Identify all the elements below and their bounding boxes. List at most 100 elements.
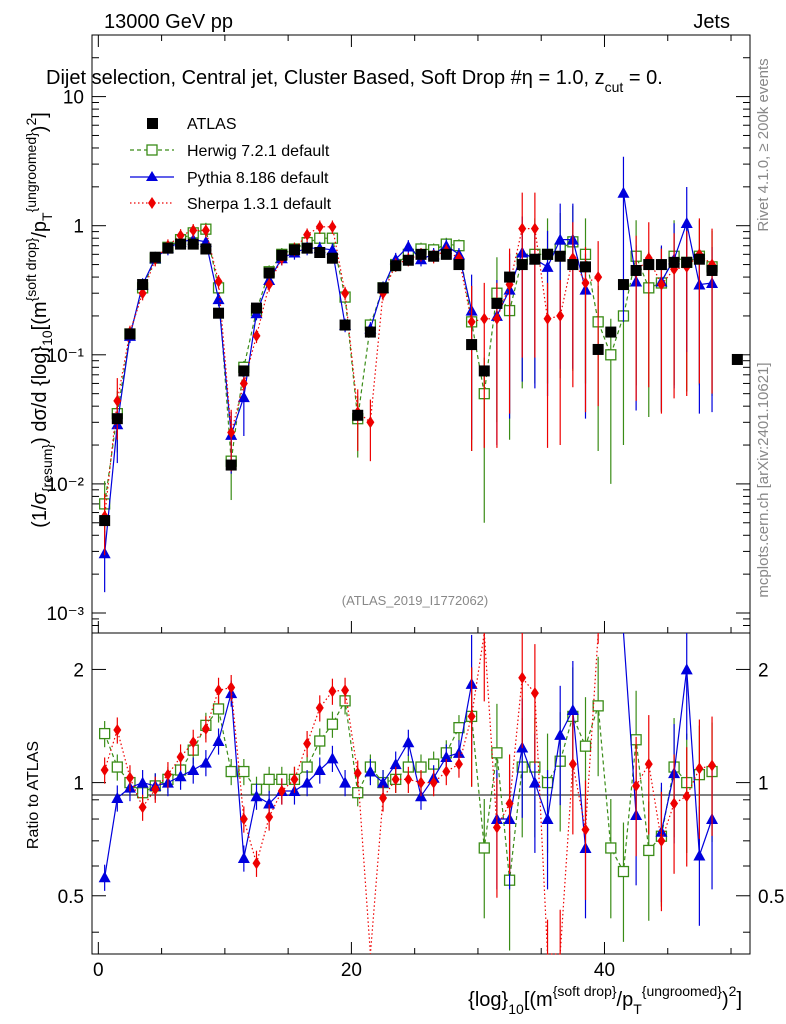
atlas-series: [99, 238, 743, 527]
legend-pythia-marker: [146, 171, 158, 181]
plot-subtitle-sub: cut: [605, 79, 624, 95]
atlas-point: [542, 248, 554, 260]
atlas-point: [504, 271, 516, 283]
sherpa-point: [252, 329, 261, 342]
sherpa-point: [657, 278, 666, 291]
atlas-point: [478, 365, 490, 377]
herwig-ratio-point: [605, 842, 617, 854]
sherpa-ratio-point: [708, 759, 717, 772]
atlas-point: [402, 254, 414, 266]
process-label: Jets: [693, 11, 730, 33]
pythia-ratio-point: [301, 776, 314, 788]
herwig-ratio-point: [643, 844, 655, 857]
atlas-point: [162, 242, 174, 254]
sherpa-ratio-point: [227, 681, 236, 694]
x-tick-label: 20: [341, 960, 362, 981]
sherpa-point: [239, 377, 248, 390]
legend-sherpa-marker: [148, 197, 156, 209]
x-tick-label: 40: [594, 960, 615, 981]
sherpa-ratio-point: [442, 765, 451, 778]
sherpa-ratio-point: [176, 750, 185, 763]
sherpa-point: [315, 220, 324, 233]
pythia-ratio-point: [389, 758, 402, 770]
atlas-point: [440, 248, 452, 260]
atlas-point: [213, 307, 225, 319]
sherpa-point: [594, 271, 603, 284]
herwig-ratio-point: [99, 727, 111, 740]
sherpa-point: [227, 426, 236, 439]
sherpa-ratio-point: [303, 737, 312, 750]
atlas-point: [706, 264, 718, 276]
pythia-ratio-point: [237, 852, 250, 864]
sherpa-point: [176, 229, 185, 242]
atlas-point: [364, 326, 376, 338]
y-tick-label-ratio-right: 1: [758, 774, 769, 795]
sherpa-point: [467, 315, 476, 328]
pythia-ratio-point: [377, 776, 390, 788]
sherpa-ratio-point: [189, 736, 198, 749]
legend-atlas-label: ATLAS: [187, 116, 237, 133]
sherpa-point: [530, 222, 539, 235]
sherpa-point: [581, 276, 590, 289]
sherpa-ratio-point: [252, 857, 261, 870]
sherpa-ratio-point: [138, 801, 147, 814]
pythia-point: [402, 240, 415, 252]
sherpa-ratio-point: [492, 821, 501, 834]
atlas-point: [693, 253, 705, 265]
sherpa-ratio-point: [695, 762, 704, 775]
atlas-point: [605, 326, 617, 338]
pythia-ratio-point: [174, 770, 187, 782]
sherpa-ratio-point: [113, 724, 122, 737]
pythia-ratio-point: [693, 849, 706, 861]
legend: ATLAS Herwig 7.2.1 default Pythia 8.186 …: [130, 116, 332, 213]
atlas-point: [466, 339, 478, 351]
sherpa-point: [265, 278, 274, 291]
pythia-ratio-point: [250, 790, 263, 802]
atlas-point: [276, 249, 288, 261]
sherpa-ratio-point: [682, 790, 691, 803]
herwig-ratio-point: [263, 773, 275, 786]
atlas-point: [580, 261, 591, 273]
pythia-point: [541, 260, 554, 272]
sherpa-ratio-point: [568, 758, 577, 771]
pythia-ratio-point: [440, 750, 453, 762]
sherpa-point: [328, 220, 337, 233]
sherpa-point: [214, 275, 223, 288]
atlas-point: [288, 244, 300, 256]
sherpa-ratio-point: [100, 764, 109, 777]
pythia-ratio-point: [326, 752, 339, 764]
pythia-ratio-point: [541, 813, 554, 825]
atlas-point: [301, 242, 313, 254]
x-tick-label: 0: [93, 960, 104, 981]
analysis-watermark: (ATLAS_2019_I1772062): [342, 593, 488, 608]
x-axis-label: {log}10[(m{soft drop}/pT{ungroomed})2]: [468, 983, 742, 1017]
y-tick-label-main: 10⁻²: [47, 475, 85, 496]
sherpa-ratio-point: [151, 783, 160, 796]
y-axis-label-ratio: Ratio to ATLAS: [25, 741, 42, 849]
pythia-ratio-point: [136, 776, 149, 788]
atlas-point: [390, 260, 402, 272]
sherpa-ratio-point: [353, 767, 362, 780]
sherpa-point: [543, 312, 552, 325]
atlas-point: [415, 248, 427, 260]
pythia-ratio-point: [566, 703, 579, 715]
plot-subtitle-tail: = 0.: [623, 67, 662, 89]
atlas-point: [111, 413, 123, 425]
pythia-ratio-point: [364, 765, 377, 777]
y-tick-label-ratio: 0.5: [58, 887, 84, 908]
y-tick-label-ratio-right: 2: [758, 660, 769, 681]
pythia-point: [554, 233, 567, 245]
legend-herwig-label: Herwig 7.2.1 default: [187, 143, 330, 160]
mcplots-source-label: mcplots.cern.ch [arXiv:2401.10621]: [755, 362, 772, 597]
pythia-ratio-point: [339, 776, 352, 788]
atlas-point: [137, 279, 149, 291]
y-tick-label-main: 10: [63, 88, 84, 109]
atlas-point: [592, 343, 604, 355]
sherpa-ratio-point: [632, 779, 641, 792]
sherpa-ratio-point: [163, 768, 172, 781]
atlas-point: [567, 259, 579, 271]
y-tick-label-main: 10⁻¹: [47, 346, 85, 367]
atlas-point: [175, 238, 187, 250]
sherpa-ratio-point: [467, 710, 476, 723]
y-axis-label-main: (1/σ{resum}) dσ/d {log}10[(m{soft drop}/…: [23, 112, 55, 528]
